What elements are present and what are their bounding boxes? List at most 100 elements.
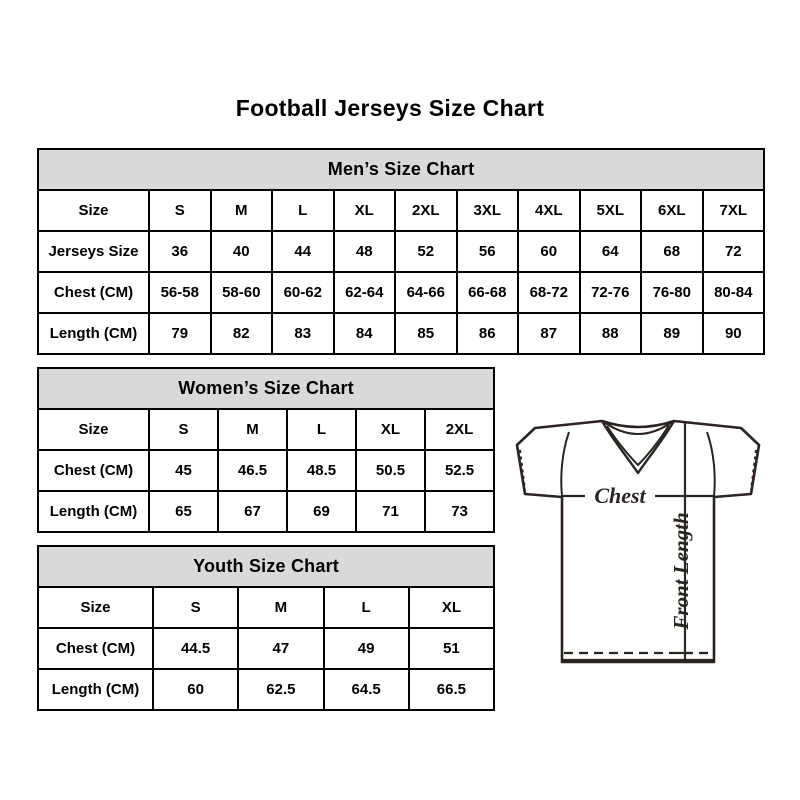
- size-column-header: 2XL: [423, 408, 496, 451]
- value-cell: 73: [423, 490, 496, 533]
- size-column-header: XL: [407, 586, 496, 629]
- value-cell: 60: [151, 668, 240, 711]
- size-column-header: 2XL: [394, 189, 458, 232]
- value-cell: 52.5: [423, 449, 496, 492]
- page-title: Football Jerseys Size Chart: [235, 95, 545, 121]
- value-cell: 51: [407, 627, 496, 670]
- size-column-header: M: [217, 408, 288, 451]
- row-label: Chest (CM): [37, 627, 154, 670]
- value-cell: 66-68: [455, 271, 519, 314]
- value-cell: 47: [237, 627, 325, 670]
- row-label: Chest (CM): [37, 271, 150, 314]
- value-cell: 69: [286, 490, 357, 533]
- value-cell: 50.5: [355, 449, 426, 492]
- size-column-header: L: [271, 189, 335, 232]
- value-cell: 83: [271, 312, 335, 355]
- value-cell: 45: [148, 449, 219, 492]
- table-row: Chest (CM) 45 46.5 48.5 50.5 52.5: [37, 449, 496, 492]
- jersey-outline: [515, 419, 761, 664]
- value-cell: 46.5: [217, 449, 288, 492]
- size-column-header: S: [148, 408, 219, 451]
- value-cell: 44.5: [151, 627, 240, 670]
- right-armhole-seam: [706, 431, 716, 497]
- right-cuff-stitch-line: [750, 449, 757, 491]
- value-cell: 80-84: [701, 271, 766, 314]
- column-header-row: Size S M L XL: [37, 586, 496, 629]
- size-column-header: 4XL: [517, 189, 581, 232]
- row-label: Length (CM): [37, 312, 150, 355]
- value-cell: 87: [517, 312, 581, 355]
- value-cell: 64-66: [394, 271, 458, 314]
- left-cuff-stitch-line: [519, 449, 526, 491]
- size-column-header: L: [286, 408, 357, 451]
- jersey-measurement-diagram: Chest Front Length: [503, 406, 777, 680]
- size-column-header: M: [209, 189, 273, 232]
- size-corner-header: Size: [37, 586, 154, 629]
- value-cell: 89: [640, 312, 704, 355]
- value-cell: 72: [701, 230, 766, 273]
- value-cell: 66.5: [407, 668, 496, 711]
- womens-table-title: Women’s Size Chart: [36, 367, 496, 410]
- value-cell: 62-64: [332, 271, 396, 314]
- value-cell: 86: [455, 312, 519, 355]
- value-cell: 76-80: [640, 271, 704, 314]
- size-column-header: 7XL: [701, 189, 766, 232]
- value-cell: 84: [332, 312, 396, 355]
- row-label: Chest (CM): [37, 449, 150, 492]
- value-cell: 68: [640, 230, 704, 273]
- size-column-header: 6XL: [640, 189, 704, 232]
- table-row: Jerseys Size 36 40 44 48 52 56 60 64 68 72: [37, 230, 766, 273]
- value-cell: 64.5: [322, 668, 410, 711]
- value-cell: 44: [271, 230, 335, 273]
- womens-size-table: Women’s Size Chart Size S M L XL 2XL Chest (CM)…: [36, 367, 496, 533]
- vneck-outer-line: [600, 420, 676, 475]
- value-cell: 60: [517, 230, 581, 273]
- value-cell: 64: [578, 230, 642, 273]
- chest-label: Chest: [594, 483, 646, 508]
- left-armhole-seam: [560, 431, 570, 497]
- mens-table-title: Men’s Size Chart: [36, 148, 766, 191]
- table-row: Chest (CM) 44.5 47 49 51: [37, 627, 496, 670]
- value-cell: 56-58: [148, 271, 212, 314]
- youth-table-title: Youth Size Chart: [36, 545, 496, 588]
- value-cell: 71: [355, 490, 426, 533]
- size-column-header: S: [148, 189, 212, 232]
- size-column-header: XL: [332, 189, 396, 232]
- mens-size-table: Men’s Size Chart Size S M L XL 2XL 3XL 4XL 5XL 6XL…: [36, 148, 766, 355]
- value-cell: 52: [394, 230, 458, 273]
- value-cell: 88: [578, 312, 642, 355]
- value-cell: 90: [701, 312, 766, 355]
- collar-back-arc: [603, 421, 673, 435]
- value-cell: 48: [332, 230, 396, 273]
- size-column-header: XL: [355, 408, 426, 451]
- value-cell: 68-72: [517, 271, 581, 314]
- size-column-header: 5XL: [578, 189, 642, 232]
- size-corner-header: Size: [37, 189, 150, 232]
- row-label: Length (CM): [37, 668, 154, 711]
- value-cell: 62.5: [237, 668, 325, 711]
- value-cell: 85: [394, 312, 458, 355]
- column-header-row: Size S M L XL 2XL 3XL 4XL 5XL 6XL 7XL: [37, 189, 766, 232]
- size-column-header: M: [237, 586, 325, 629]
- table-row: Length (CM) 65 67 69 71 73: [37, 490, 496, 533]
- youth-size-table: Youth Size Chart Size S M L XL Chest (CM) 44.5 4…: [36, 545, 496, 711]
- value-cell: 36: [148, 230, 212, 273]
- row-label: Length (CM): [37, 490, 150, 533]
- size-corner-header: Size: [37, 408, 150, 451]
- jersey-diagram-svg: Chest Front Length: [515, 419, 761, 664]
- value-cell: 60-62: [271, 271, 335, 314]
- value-cell: 82: [209, 312, 273, 355]
- value-cell: 67: [217, 490, 288, 533]
- front-length-label: Front Length: [669, 512, 693, 630]
- value-cell: 65: [148, 490, 219, 533]
- value-cell: 56: [455, 230, 519, 273]
- size-column-header: 3XL: [455, 189, 519, 232]
- table-row: Length (CM) 60 62.5 64.5 66.5: [37, 668, 496, 711]
- size-column-header: S: [151, 586, 240, 629]
- value-cell: 79: [148, 312, 212, 355]
- row-label: Jerseys Size: [37, 230, 150, 273]
- size-column-header: L: [322, 586, 410, 629]
- value-cell: 49: [322, 627, 410, 670]
- value-cell: 72-76: [578, 271, 642, 314]
